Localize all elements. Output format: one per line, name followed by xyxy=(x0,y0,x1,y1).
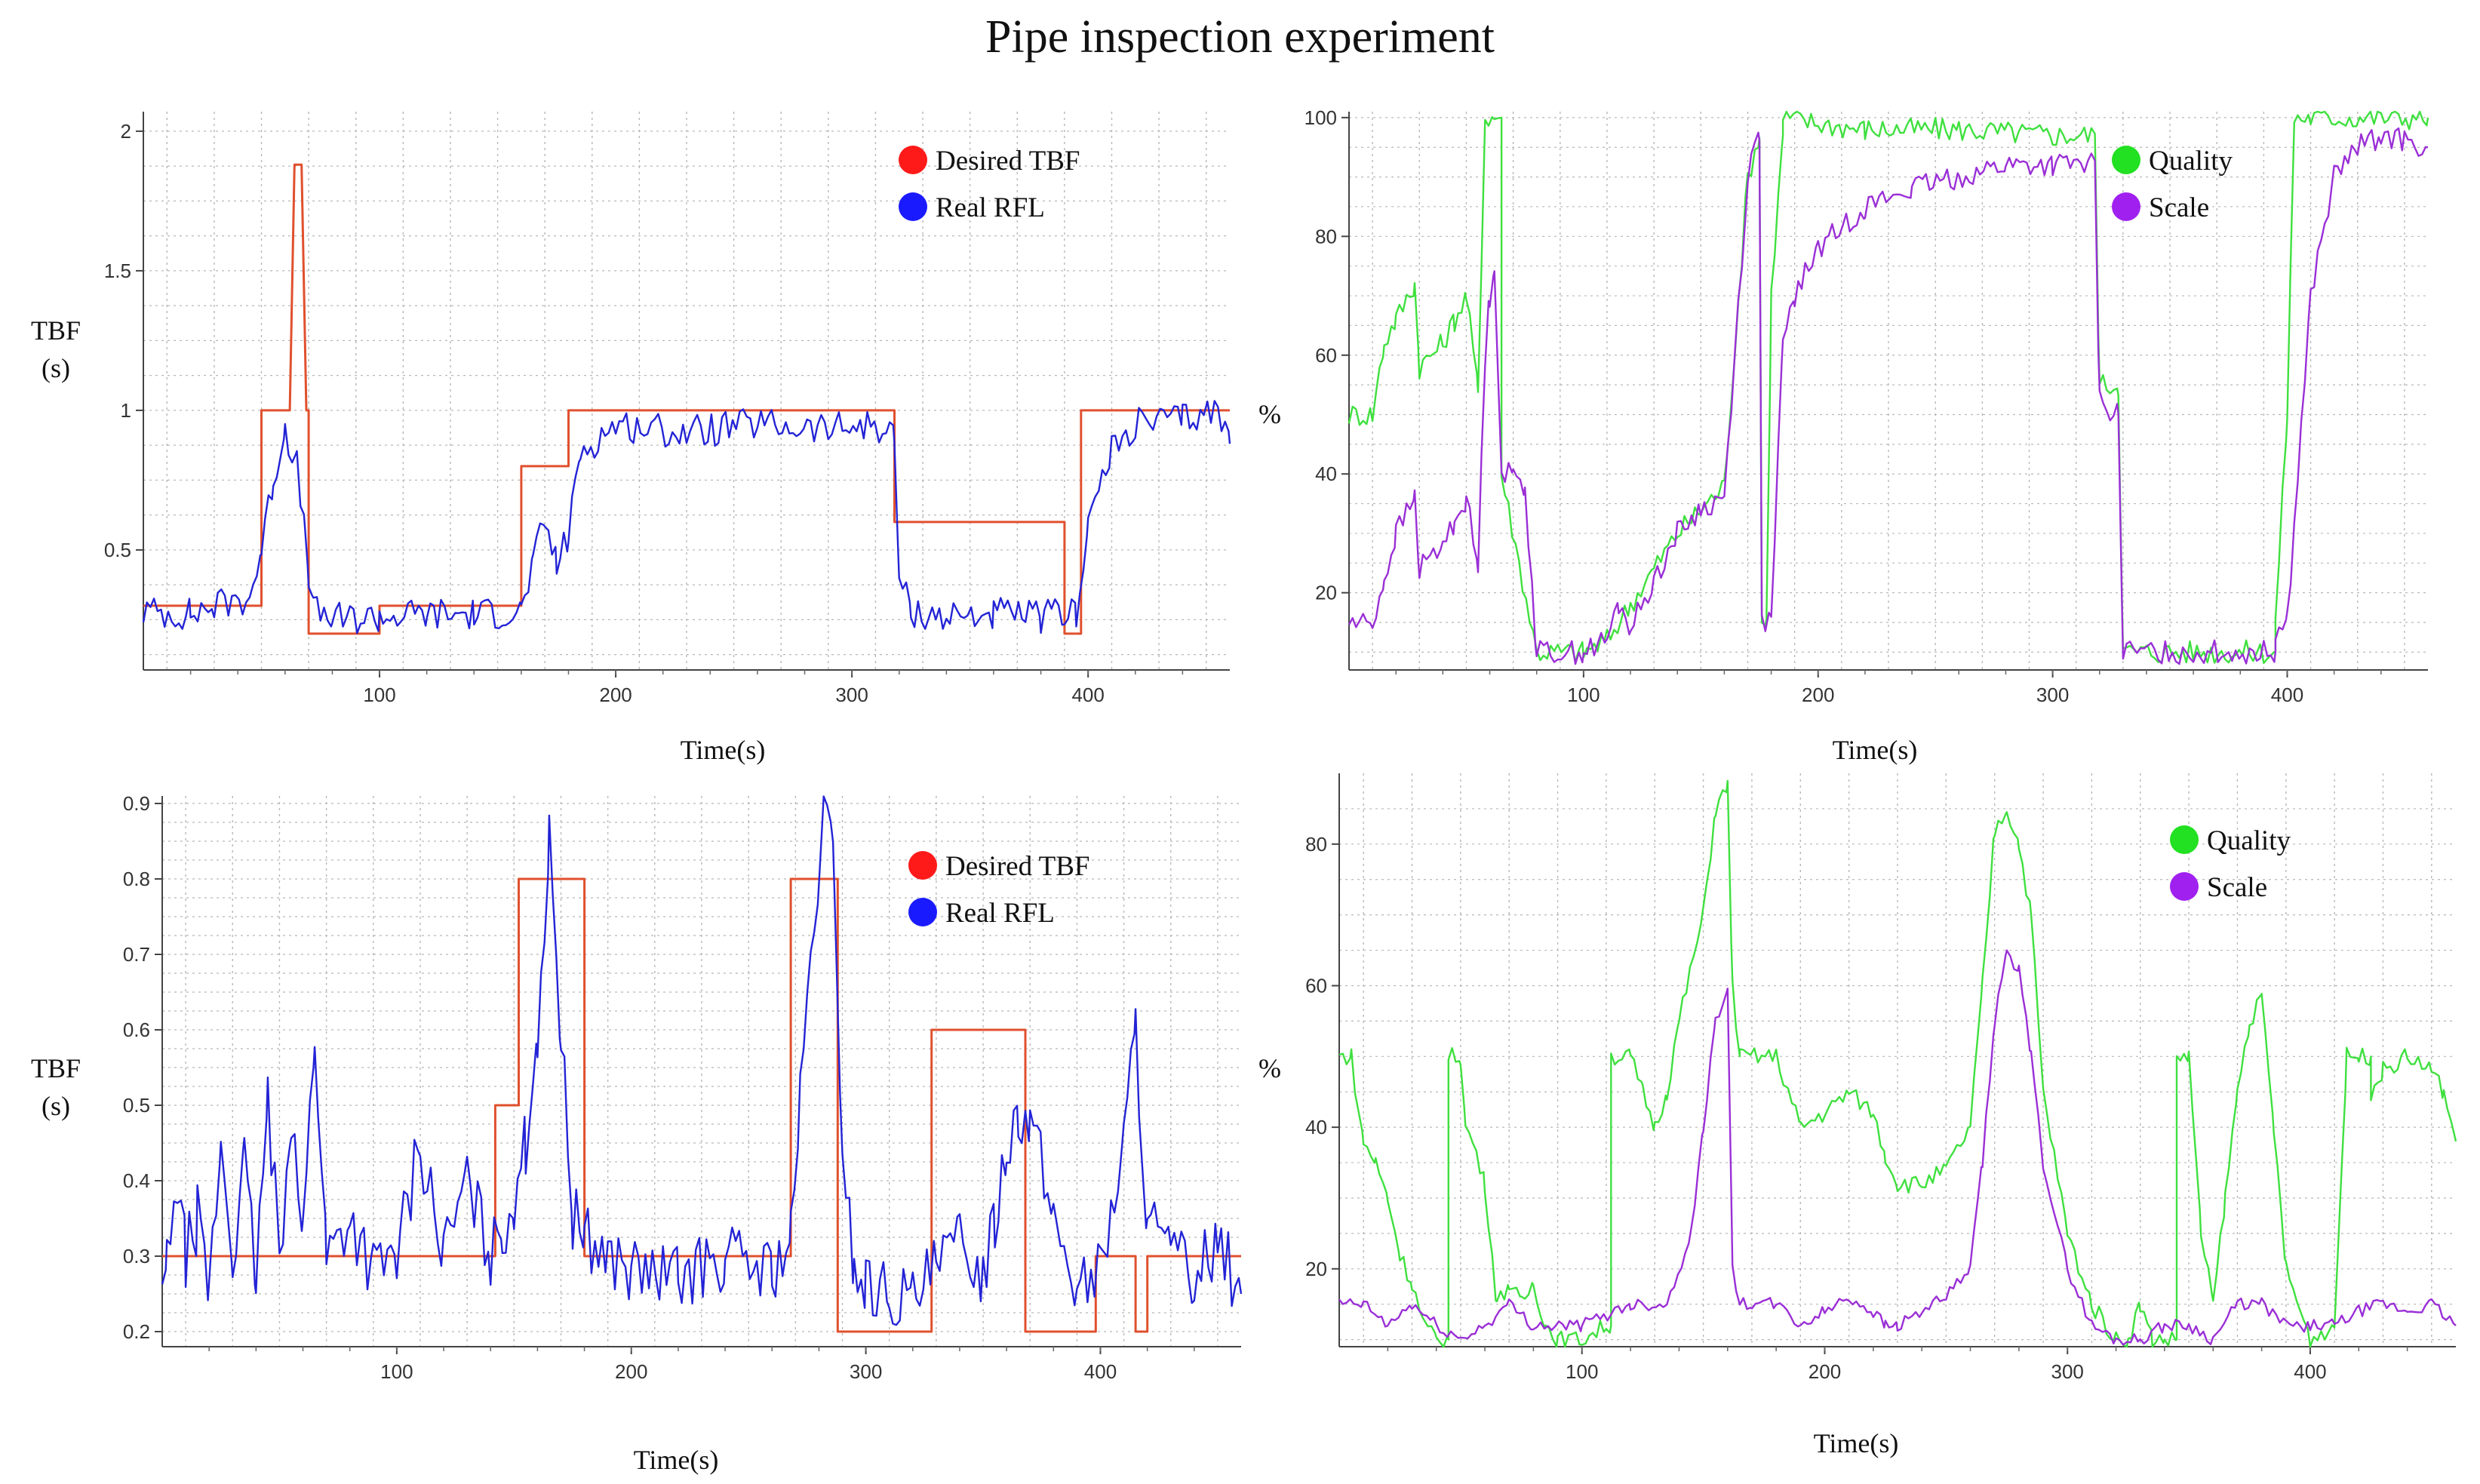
legend-label: Real RFL xyxy=(936,192,1045,223)
chart-panel-percent-bottom: 100 200 300 400 20 40 60 80 Quality Scale xyxy=(1305,773,2457,1383)
legend-label: Scale xyxy=(2149,192,2209,223)
legend-marker xyxy=(2112,192,2140,221)
y-tick-label: 0.4 xyxy=(123,1169,150,1192)
legend-label: Real RFL xyxy=(945,898,1055,929)
y-axis-label-panel2: % xyxy=(1258,399,1281,429)
y-tick-label: 0.8 xyxy=(123,868,150,890)
x-tick-label: 300 xyxy=(835,684,868,706)
y-tick-label: 0.3 xyxy=(123,1245,150,1267)
series-line-scale xyxy=(1348,127,2429,665)
x-axis-label-panel1: Time(s) xyxy=(681,735,766,765)
x-tick-label: 400 xyxy=(1084,1360,1117,1383)
series-line-desired-tbf xyxy=(162,877,1241,1333)
x-axis-label-panel2: Time(s) xyxy=(1833,735,1918,765)
legend-marker xyxy=(2170,872,2199,901)
x-tick-label: 300 xyxy=(2051,1360,2084,1383)
y-axis-label-panel4: % xyxy=(1258,1053,1281,1083)
y-tick-label: 60 xyxy=(1315,344,1337,367)
y-tick-label: 1 xyxy=(121,399,131,422)
y-tick-label: 0.6 xyxy=(123,1019,150,1041)
y-tick-label: 1.5 xyxy=(104,260,131,282)
y-tick-label: 0.9 xyxy=(123,792,150,815)
legend-marker xyxy=(908,898,937,926)
series-line-real-rfl xyxy=(161,795,1243,1326)
x-tick-label: 200 xyxy=(1802,684,1834,706)
legend-label: Scale xyxy=(2207,872,2267,903)
x-tick-label: 100 xyxy=(363,684,395,706)
series-line-quality xyxy=(1348,110,2429,665)
x-axis-label-panel3: Time(s) xyxy=(634,1445,719,1475)
x-tick-label: 400 xyxy=(2294,1360,2326,1383)
y-tick-label: 20 xyxy=(1305,1258,1327,1280)
x-axis-label-panel4: Time(s) xyxy=(1814,1428,1899,1458)
x-tick-label: 400 xyxy=(1071,684,1104,706)
legend-marker xyxy=(908,851,937,880)
y-axis-label-line1-panel1: TBF xyxy=(31,315,81,346)
y-tick-label: 20 xyxy=(1315,582,1337,604)
x-tick-label: 200 xyxy=(615,1360,647,1383)
legend-marker xyxy=(2170,825,2199,854)
chart-panel-tbf-bottom: 100 200 300 400 0.2 0.3 0.4 0.5 0.6 0.7 0.8 0.9 Desi… xyxy=(123,792,1243,1383)
y-tick-label: 0.7 xyxy=(123,943,150,966)
y-axis-label-line2-panel3: (s) xyxy=(41,1091,70,1121)
y-tick-label: 0.5 xyxy=(123,1094,150,1117)
y-tick-label: 100 xyxy=(1305,106,1337,129)
x-tick-label: 200 xyxy=(599,684,632,706)
x-tick-label: 300 xyxy=(2036,684,2069,706)
x-tick-label: 200 xyxy=(1809,1360,1841,1383)
y-axis-label-line2-panel1: (s) xyxy=(41,353,70,383)
y-axis-label-line1-panel3: TBF xyxy=(31,1053,81,1083)
legend-label: Quality xyxy=(2207,825,2291,856)
x-tick-label: 300 xyxy=(850,1360,882,1383)
x-tick-label: 100 xyxy=(380,1360,413,1383)
x-tick-label: 100 xyxy=(1567,684,1600,706)
legend-marker xyxy=(899,146,927,174)
series-line-desired-tbf xyxy=(143,163,1230,635)
x-tick-label: 400 xyxy=(2271,684,2303,706)
series-line-real-rfl xyxy=(142,400,1231,634)
grid-group xyxy=(1349,112,2428,670)
series-line-scale xyxy=(1338,949,2457,1346)
grid-group xyxy=(162,796,1241,1347)
y-tick-label: 40 xyxy=(1315,462,1337,485)
legend-label: Quality xyxy=(2149,146,2233,177)
grid-group xyxy=(143,112,1230,670)
x-tick-label: 100 xyxy=(1566,1360,1598,1383)
y-tick-label: 0.2 xyxy=(123,1320,150,1343)
series-line-quality xyxy=(1338,779,2457,1348)
y-tick-label: 0.5 xyxy=(104,539,131,561)
y-tick-label: 60 xyxy=(1305,974,1327,997)
legend-marker xyxy=(2112,146,2140,174)
legend-marker xyxy=(899,192,927,221)
chart-main-title: Pipe inspection experiment xyxy=(985,11,1495,63)
legend-label: Desired TBF xyxy=(945,851,1090,882)
y-tick-label: 40 xyxy=(1305,1116,1327,1138)
y-tick-label: 2 xyxy=(121,120,131,143)
y-tick-label: 80 xyxy=(1315,225,1337,247)
chart-panel-percent-top: 100 200 300 400 20 40 60 80 100 Quality Scale xyxy=(1305,106,2429,706)
chart-panel-tbf-top: 100 200 300 400 0.5 1 1.5 2 Desired TBF Real RFL xyxy=(104,112,1231,706)
y-tick-label: 80 xyxy=(1305,833,1327,856)
legend-label: Desired TBF xyxy=(936,146,1080,177)
